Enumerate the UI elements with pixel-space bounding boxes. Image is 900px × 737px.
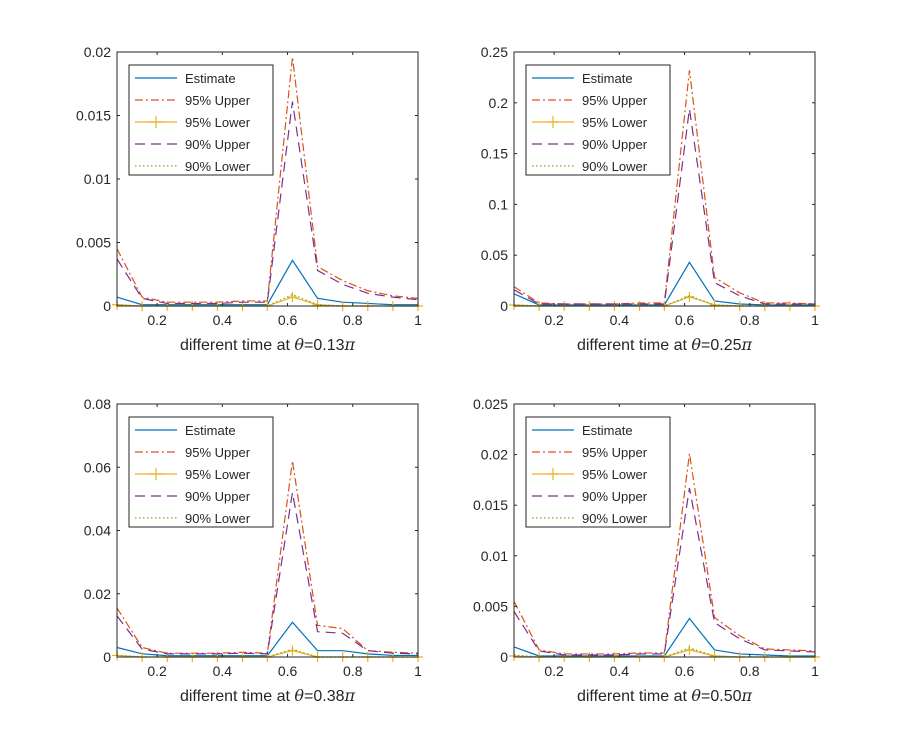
x-tick-label: 0.2 bbox=[147, 663, 167, 679]
legend: Estimate 95% Upper 95% Lower 90% Upper 90% L… bbox=[128, 64, 274, 176]
legend-marker bbox=[547, 468, 559, 480]
series-line-90-upper bbox=[513, 108, 815, 305]
legend-box bbox=[128, 64, 274, 176]
x-tick-label: 0.8 bbox=[343, 312, 363, 328]
legend-label-estimate: Estimate bbox=[185, 71, 236, 86]
y-tick-label: 0.08 bbox=[84, 396, 111, 412]
legend-label-95-lower: 95% Lower bbox=[185, 115, 251, 130]
y-tick-label: 0 bbox=[103, 649, 111, 665]
x-tick-label: 0.4 bbox=[610, 312, 630, 328]
y-tick-label: 0.15 bbox=[481, 146, 508, 162]
legend-label-90-lower: 90% Lower bbox=[582, 159, 648, 174]
legend-label-95-upper: 95% Upper bbox=[185, 93, 251, 108]
data-point-marker bbox=[287, 292, 298, 303]
y-tick-label: 0.06 bbox=[84, 459, 111, 475]
axes-box bbox=[513, 403, 816, 658]
y-tick-label: 0.2 bbox=[489, 95, 509, 111]
x-tick-label: 1 bbox=[811, 663, 819, 679]
legend: Estimate 95% Upper 95% Lower 90% Upper 90% L… bbox=[525, 64, 671, 176]
legend-label-95-upper: 95% Upper bbox=[582, 93, 648, 108]
legend-label-95-upper: 95% Upper bbox=[185, 445, 251, 460]
x-axis-label: different time at θ=0.38π bbox=[180, 686, 356, 705]
legend: Estimate 95% Upper 95% Lower 90% Upper 90% L… bbox=[525, 416, 671, 528]
y-tick-label: 0.025 bbox=[473, 396, 508, 412]
x-tick-label: 0.6 bbox=[675, 312, 695, 328]
y-tick-label: 0.015 bbox=[473, 497, 508, 513]
x-tick-label: 0.4 bbox=[610, 663, 630, 679]
x-tick-label: 0.2 bbox=[544, 312, 564, 328]
legend-label-estimate: Estimate bbox=[185, 423, 236, 438]
chart-panel-top-left: 0.2 0.4 0.6 0.8 1 0 0.005 0.01 0.015 0.02 differen… bbox=[76, 44, 423, 354]
y-tick-label: 0.02 bbox=[481, 447, 508, 463]
x-tick-label: 0.6 bbox=[278, 312, 298, 328]
series-line-90-upper bbox=[116, 492, 419, 655]
legend-label-95-lower: 95% Lower bbox=[582, 115, 648, 130]
legend-label-90-upper: 90% Upper bbox=[185, 137, 251, 152]
y-tick-label: 0.01 bbox=[84, 171, 111, 187]
legend-label-estimate: Estimate bbox=[582, 71, 633, 86]
y-tick-label: 0.25 bbox=[481, 44, 508, 60]
chart-panel-bottom-left: 0.2 0.4 0.6 0.8 1 0 0.02 0.04 0.06 0.08 different … bbox=[84, 396, 423, 705]
legend-label-90-upper: 90% Upper bbox=[185, 489, 251, 504]
y-tick-label: 0.05 bbox=[481, 247, 508, 263]
x-tick-label: 0.2 bbox=[147, 312, 167, 328]
legend-label-90-upper: 90% Upper bbox=[582, 137, 648, 152]
y-tick-label: 0 bbox=[500, 298, 508, 314]
chart-panel-top-right: 0.2 0.4 0.6 0.8 1 0 0.05 0.1 0.15 0.2 0.25 differen… bbox=[481, 44, 820, 354]
x-tick-label: 0.6 bbox=[278, 663, 298, 679]
x-axis-label: different time at θ=0.13π bbox=[180, 335, 356, 354]
series-line-90-upper bbox=[513, 487, 816, 656]
data-point-marker bbox=[684, 644, 695, 655]
x-tick-label: 0.8 bbox=[740, 663, 760, 679]
legend-box bbox=[525, 64, 671, 176]
legend-box bbox=[525, 416, 671, 528]
y-tick-label: 0.01 bbox=[481, 548, 508, 564]
y-tick-label: 0 bbox=[103, 298, 111, 314]
y-tick-label: 0 bbox=[500, 649, 508, 665]
axes-box bbox=[513, 51, 816, 307]
x-tick-label: 1 bbox=[414, 663, 422, 679]
x-tick-label: 0.4 bbox=[213, 312, 233, 328]
x-tick-label: 1 bbox=[414, 312, 422, 328]
x-tick-label: 0.4 bbox=[213, 663, 233, 679]
x-tick-label: 1 bbox=[811, 312, 819, 328]
y-tick-label: 0.1 bbox=[489, 196, 509, 212]
series-line-90-upper bbox=[116, 101, 419, 305]
x-tick-label: 0.8 bbox=[343, 663, 363, 679]
legend-label-95-lower: 95% Lower bbox=[185, 467, 251, 482]
legend-marker bbox=[150, 116, 162, 128]
y-tick-label: 0.04 bbox=[84, 523, 111, 539]
legend-marker bbox=[547, 116, 559, 128]
legend-label-90-lower: 90% Lower bbox=[185, 511, 251, 526]
legend-marker bbox=[150, 468, 162, 480]
y-tick-label: 0.02 bbox=[84, 44, 111, 60]
y-tick-label: 0.005 bbox=[473, 598, 508, 614]
legend-label-estimate: Estimate bbox=[582, 423, 633, 438]
chart-panel-bottom-right: 0.2 0.4 0.6 0.8 1 0 0.005 0.01 0.015 0.02 0.025 dif… bbox=[473, 396, 820, 705]
x-tick-label: 0.2 bbox=[544, 663, 564, 679]
x-axis-label: different time at θ=0.25π bbox=[577, 335, 753, 354]
data-point-marker bbox=[709, 650, 720, 661]
x-tick-label: 0.6 bbox=[675, 663, 695, 679]
legend-label-95-upper: 95% Upper bbox=[582, 445, 648, 460]
legend-label-90-lower: 90% Lower bbox=[582, 511, 648, 526]
legend-label-90-upper: 90% Upper bbox=[582, 489, 648, 504]
y-tick-label: 0.015 bbox=[76, 108, 111, 124]
legend: Estimate 95% Upper 95% Lower 90% Upper 90% L… bbox=[128, 416, 274, 528]
legend-label-90-lower: 90% Lower bbox=[185, 159, 251, 174]
legend-box bbox=[128, 416, 274, 528]
y-tick-label: 0.02 bbox=[84, 586, 111, 602]
x-tick-label: 0.8 bbox=[740, 312, 760, 328]
x-axis-label: different time at θ=0.50π bbox=[577, 686, 753, 705]
legend-label-95-lower: 95% Lower bbox=[582, 467, 648, 482]
y-tick-label: 0.005 bbox=[76, 235, 111, 251]
